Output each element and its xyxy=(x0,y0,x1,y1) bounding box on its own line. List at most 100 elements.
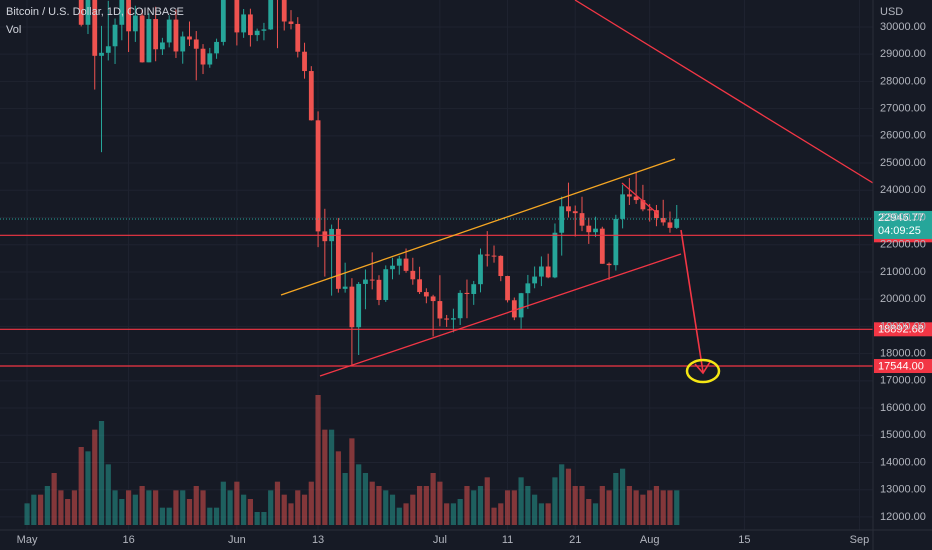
candle-body xyxy=(302,51,307,72)
x-tick-label: Sep xyxy=(850,534,870,546)
volume-bar xyxy=(254,512,260,525)
volume-bar xyxy=(633,490,639,525)
volume-bar xyxy=(504,490,511,525)
candle-body xyxy=(498,255,504,277)
volume-bar xyxy=(599,486,605,525)
candle-body xyxy=(511,300,517,318)
volume-bar xyxy=(92,429,98,525)
volume-bar xyxy=(471,490,477,525)
candle-body xyxy=(99,52,104,56)
volume-bar xyxy=(139,486,145,525)
volume-bar xyxy=(44,486,50,525)
volume-bar xyxy=(65,499,71,525)
volume-bar xyxy=(430,473,436,525)
volume-bar xyxy=(274,481,281,525)
volume-bar xyxy=(511,490,517,525)
candle-body xyxy=(363,279,368,284)
candle-body xyxy=(322,231,328,242)
volume-bar xyxy=(362,473,369,525)
volume-label: Vol xyxy=(6,24,21,36)
candle-body xyxy=(207,53,213,65)
volume-bar xyxy=(423,486,429,525)
y-tick-label: 18000.00 xyxy=(880,348,926,360)
y-tick-label: 20000.00 xyxy=(880,293,926,305)
volume-bar xyxy=(288,503,294,525)
volume-bar xyxy=(153,490,159,525)
x-tick-label: 13 xyxy=(312,534,324,546)
volume-bar xyxy=(329,429,335,525)
volume-bar xyxy=(241,494,247,525)
candle-body xyxy=(491,255,497,257)
candle-body xyxy=(417,279,422,293)
candle-body xyxy=(437,301,443,319)
volume-bar xyxy=(85,451,91,525)
volume-bar xyxy=(572,486,578,525)
volume-bar xyxy=(369,481,375,525)
volume-bar xyxy=(58,490,64,525)
candle-body xyxy=(538,266,544,277)
candle-body xyxy=(85,0,91,25)
candle-body xyxy=(478,254,483,285)
candle-body xyxy=(308,71,314,121)
arrow-head xyxy=(694,361,711,375)
volume-bar xyxy=(220,481,226,525)
volume-bar xyxy=(166,507,172,525)
volume-bar xyxy=(444,503,450,525)
candle-body xyxy=(667,222,673,228)
candle-body xyxy=(288,21,294,24)
candle-body xyxy=(403,258,409,271)
price-tag-label: 18892.68 xyxy=(878,324,924,336)
candle-body xyxy=(626,194,632,197)
x-tick-label: Jul xyxy=(433,534,447,546)
candle-body xyxy=(268,0,274,30)
volume-bar xyxy=(146,490,152,525)
price-tag xyxy=(874,322,932,337)
volume-pane xyxy=(24,395,680,525)
candle-body xyxy=(457,292,463,319)
volume-bar xyxy=(410,494,416,525)
volume-bar xyxy=(667,490,673,525)
volume-bar xyxy=(647,490,653,525)
y-tick-label: 13000.00 xyxy=(880,484,926,496)
volume-bar xyxy=(457,499,463,525)
candle-body xyxy=(599,228,605,264)
volume-bar xyxy=(295,490,301,525)
candle-body xyxy=(647,209,653,211)
volume-bar xyxy=(626,486,632,525)
y-tick-label: 19000.00 xyxy=(880,320,926,332)
volume-bar xyxy=(491,507,497,525)
candle-body xyxy=(220,0,226,42)
candle-body xyxy=(660,218,666,223)
candle-body xyxy=(430,296,436,302)
volume-bar xyxy=(180,490,186,525)
volume-bar xyxy=(674,490,680,525)
candle-body xyxy=(606,263,612,266)
volume-bar xyxy=(349,438,355,525)
candle-body xyxy=(471,284,477,294)
candle-body xyxy=(335,228,341,289)
volume-bar xyxy=(389,494,396,525)
last-price-label: 22946.77 xyxy=(878,212,924,224)
candle-body xyxy=(173,19,179,52)
volume-bar xyxy=(653,486,660,525)
y-tick-label: 17000.00 xyxy=(880,375,926,387)
candle-body xyxy=(586,225,592,233)
volume-bar xyxy=(606,490,612,525)
candle-body xyxy=(396,258,402,266)
volume-bar xyxy=(518,477,524,525)
candle-body xyxy=(180,36,186,52)
candle-body xyxy=(410,270,416,280)
volume-bar xyxy=(532,494,538,525)
candle-body xyxy=(342,286,348,289)
x-tick-label: 16 xyxy=(122,534,134,546)
candle-body xyxy=(92,0,98,56)
volume-bar xyxy=(200,490,206,525)
candle-body xyxy=(505,276,510,301)
candle-body xyxy=(484,254,490,256)
candle-body xyxy=(153,19,159,50)
y-tick-label: 27000.00 xyxy=(880,103,926,115)
volume-bar xyxy=(78,447,84,525)
